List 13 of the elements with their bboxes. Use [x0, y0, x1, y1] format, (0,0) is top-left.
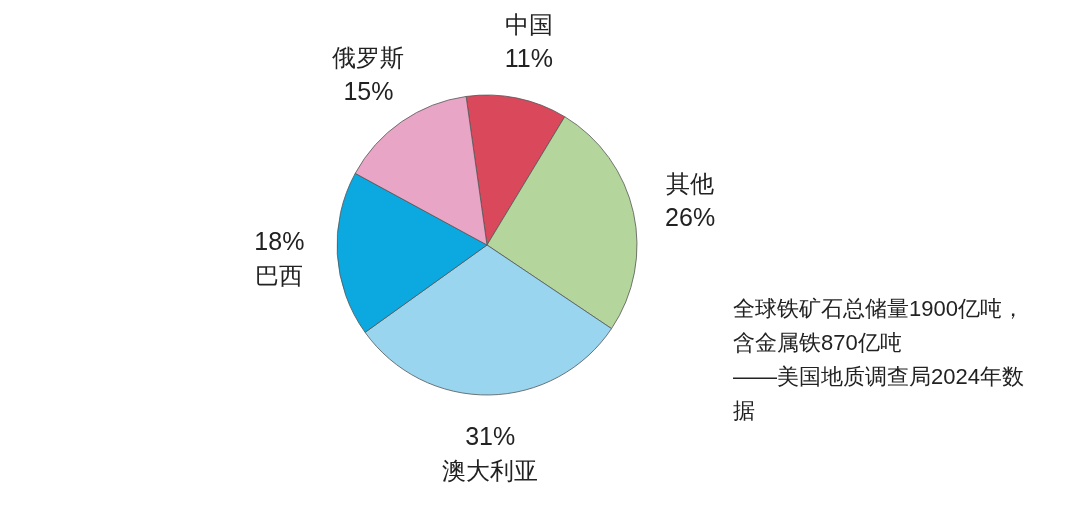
text: 全球铁矿石总储量1900亿吨， — [733, 295, 1025, 323]
data-label: 18% — [254, 226, 305, 255]
slice-label: 俄罗斯 — [332, 44, 405, 72]
data-label: 26% — [665, 203, 716, 232]
slice-label: 中国 — [504, 11, 553, 39]
data-label: 11% — [504, 44, 553, 73]
data-label: 15% — [343, 77, 394, 106]
slice-label: 巴西 — [255, 261, 304, 289]
text: 含金属铁870亿吨 — [733, 329, 903, 357]
slice-label: 澳大利亚 — [442, 456, 539, 484]
slice-label: 其他 — [666, 170, 715, 198]
data-label: 31% — [465, 421, 516, 450]
text: ——美国地质调查局2024年数据 — [733, 363, 1025, 425]
